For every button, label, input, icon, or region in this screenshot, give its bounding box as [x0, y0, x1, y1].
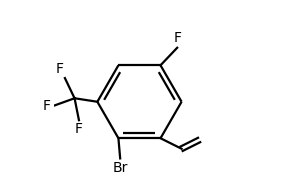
- Text: F: F: [55, 62, 63, 76]
- Text: F: F: [75, 122, 83, 136]
- Text: F: F: [43, 99, 51, 113]
- Text: F: F: [174, 31, 182, 45]
- Text: Br: Br: [112, 161, 128, 174]
